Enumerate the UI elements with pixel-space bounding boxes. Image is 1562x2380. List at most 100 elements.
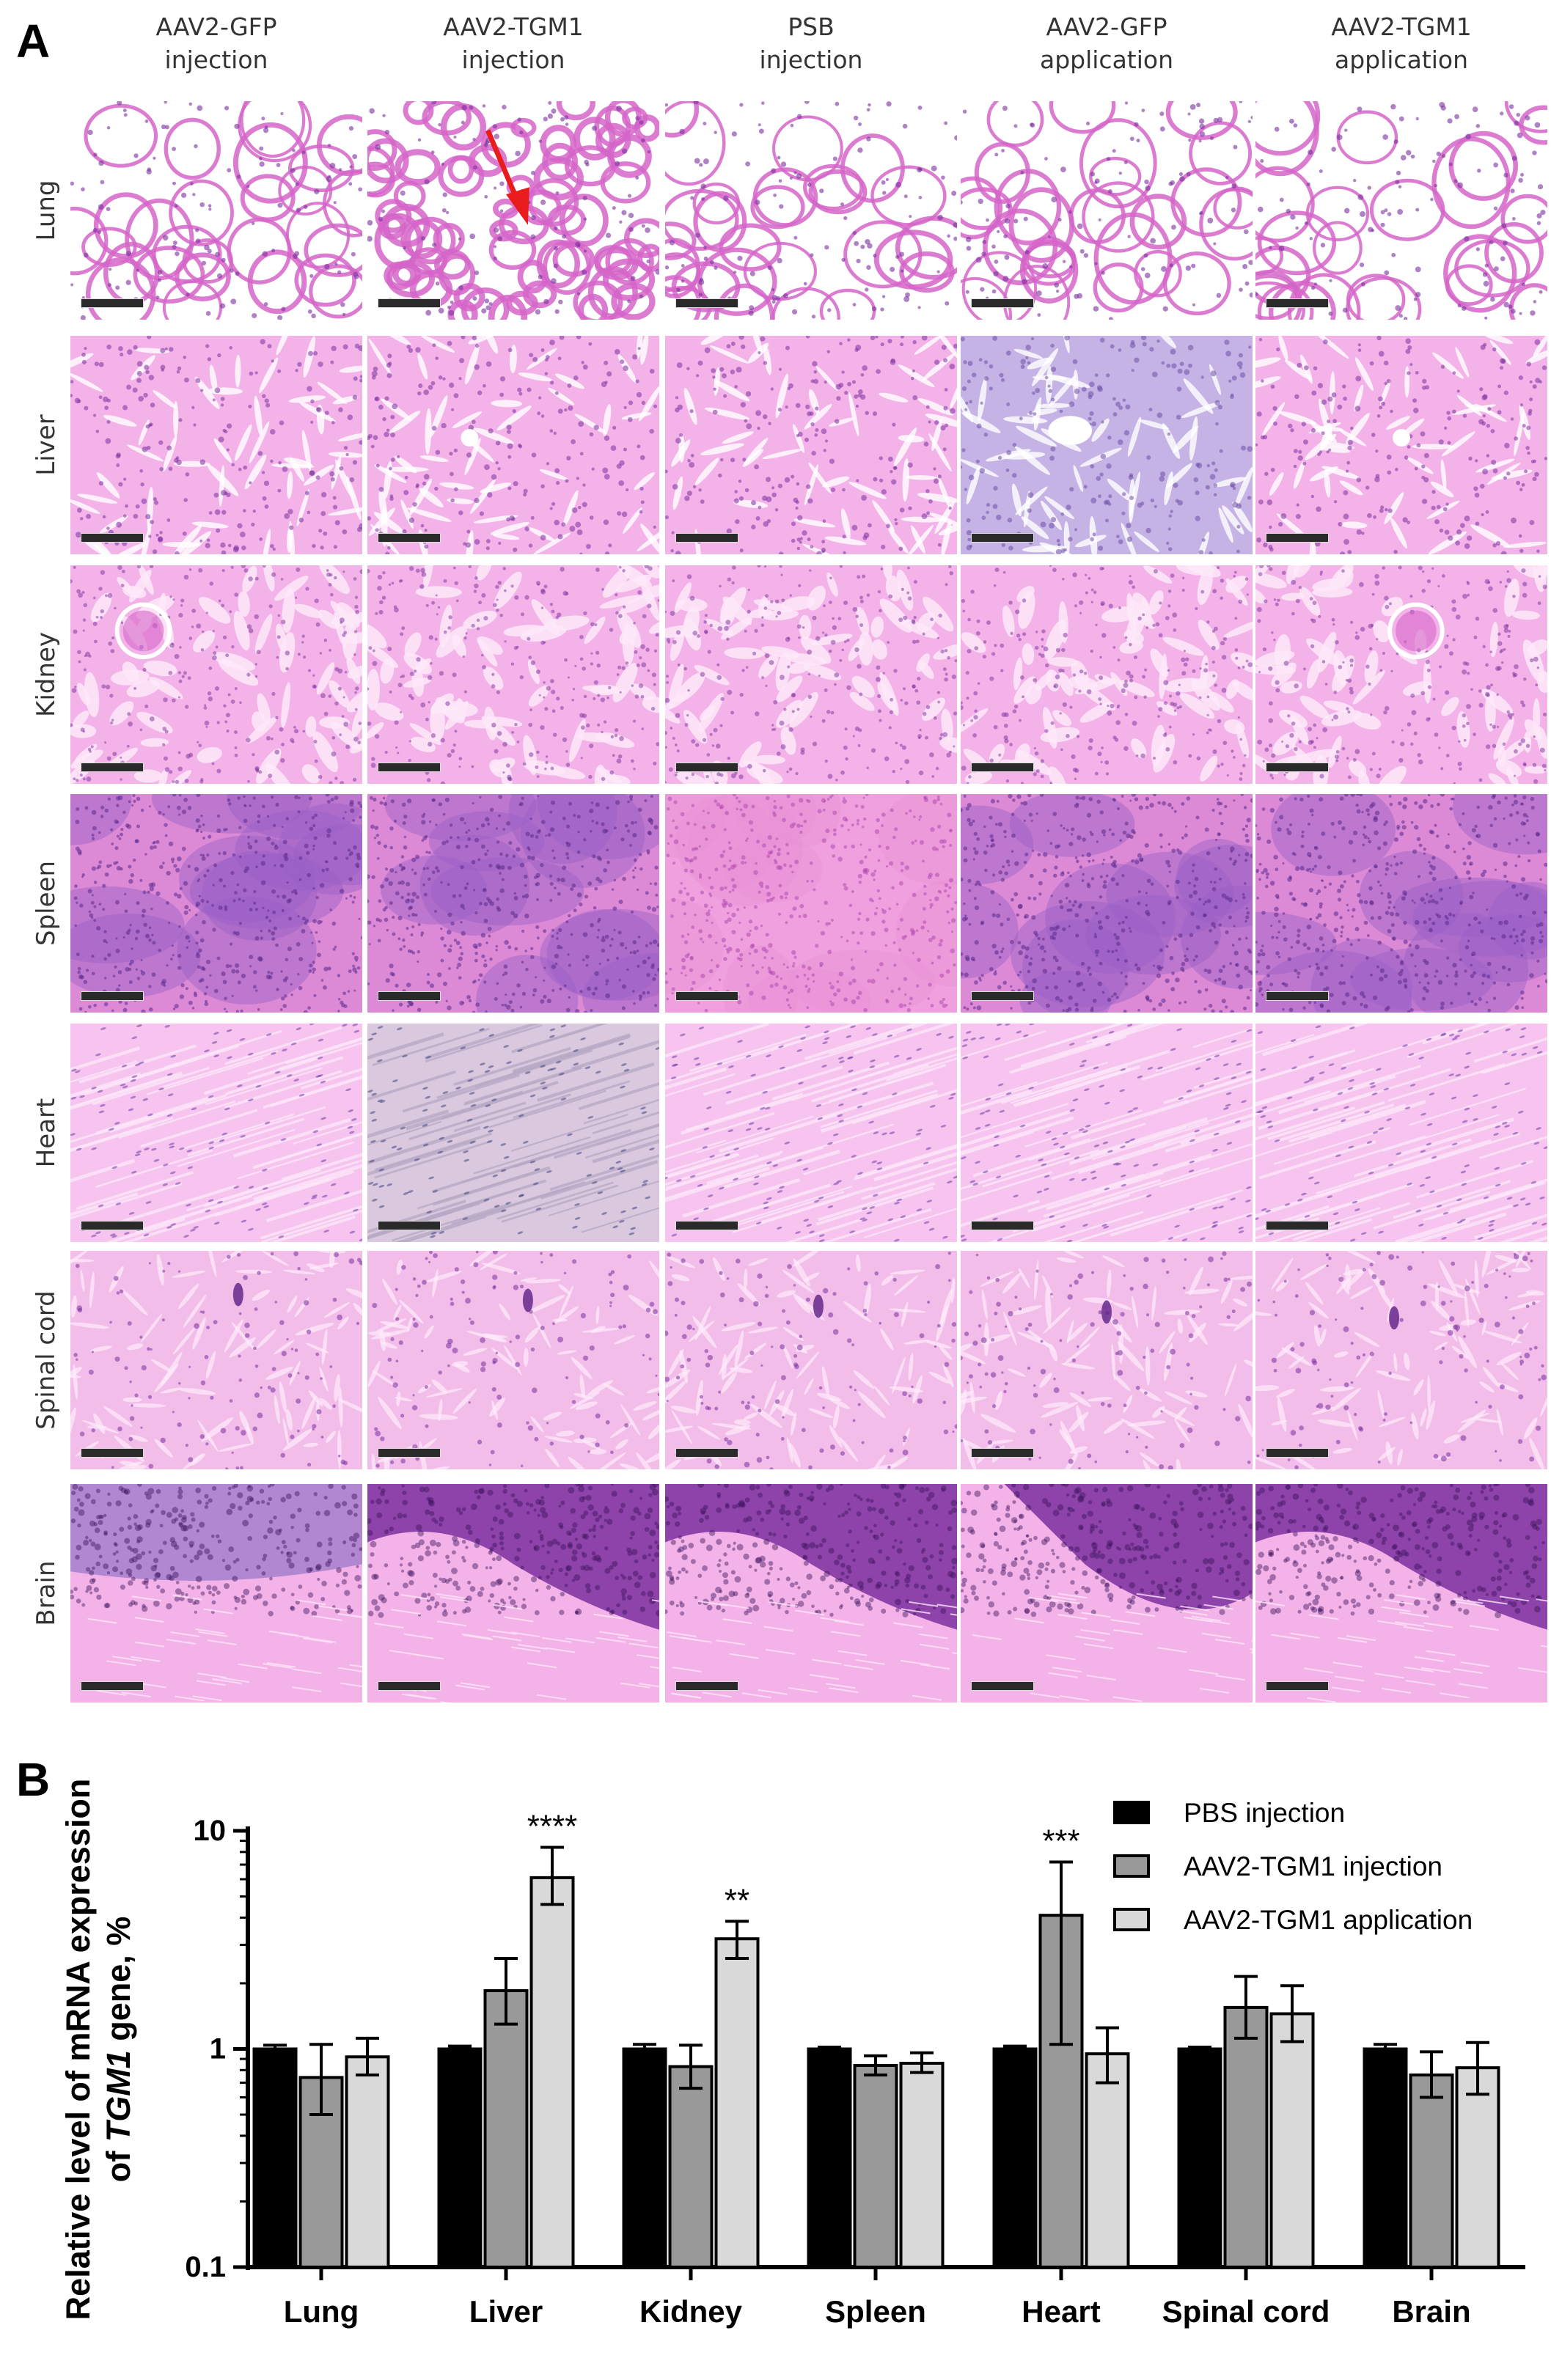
bar [899,2061,945,2269]
histology-image-texture [665,1251,957,1469]
bar [483,1989,529,2269]
scale-bar [971,991,1034,1001]
scale-bar [1266,1448,1329,1458]
bar [1223,2005,1269,2269]
scale-bar [1266,533,1329,543]
column-header-line1: AAV2-GFP [155,12,277,41]
histology-image [367,794,659,1013]
histology-image-texture [1255,336,1547,554]
y-axis-label-unit: gene, % [100,1917,137,2051]
scale-bar [378,298,441,308]
histology-image-texture [70,336,362,554]
histology-image [1255,1251,1547,1469]
histology-image-texture [961,101,1253,320]
bar [1269,2012,1315,2269]
scale-bar [675,763,738,772]
scale-bar [1266,298,1329,308]
red-arrow-annotation [485,129,529,225]
histology-image [367,1024,659,1242]
scale-bar [675,1681,738,1691]
column-header-line1: AAV2-TGM1 [1331,12,1472,41]
x-tick-label: Lung [284,2294,359,2329]
significance-marker: *** [1042,1823,1079,1859]
bar [668,2065,714,2269]
y-axis-label-line1: Relative level of mRNA expression [59,1779,97,2321]
histology-image [665,1024,957,1242]
histology-image-texture [70,1024,362,1242]
scale-bar [378,763,441,772]
histology-image [665,101,957,320]
bar [252,2047,298,2269]
histology-image-texture [665,101,957,320]
scale-bar [378,1448,441,1458]
x-tick-label: Kidney [639,2294,743,2329]
scale-bar [675,298,738,308]
x-tick-label: Liver [469,2294,543,2329]
scale-bar [675,991,738,1001]
y-axis-label-gene: TGM1 [100,2050,137,2142]
bar [853,2064,898,2269]
histology-image [961,101,1253,320]
bar [345,2055,390,2269]
histology-image-texture [70,1484,362,1703]
histology-image [961,794,1253,1013]
histology-image [1255,1484,1547,1703]
scale-bar [1266,1221,1329,1230]
scale-bar [81,1448,144,1458]
scale-bar [971,298,1034,308]
histology-image [961,1024,1253,1242]
histology-image [70,1251,362,1469]
histology-image-texture [367,794,659,1013]
histology-image [367,565,659,784]
legend-swatch [1113,1908,1150,1931]
row-label: Brain [32,1560,61,1626]
histology-image [70,101,362,320]
histology-image-texture [367,1484,659,1703]
scale-bar [971,1681,1034,1691]
y-tick-label: 10 [194,1815,227,1847]
bar [807,2047,852,2269]
histology-image-texture [961,1251,1253,1469]
significance-marker: **** [527,1809,578,1845]
histology-image-texture [1255,794,1547,1013]
scale-bar [675,533,738,543]
column-header-line2: injection [164,45,268,74]
scale-bar [675,1448,738,1458]
bar [437,2047,483,2269]
histology-image [70,794,362,1013]
scale-bar [378,1221,441,1230]
histology-image [70,1484,362,1703]
histology-image [70,1024,362,1242]
bar [714,1937,760,2269]
histology-image-texture [1255,1024,1547,1242]
scale-bar [378,533,441,543]
histology-image-texture [961,1024,1253,1242]
histology-image [1255,101,1547,320]
bar [1363,2047,1408,2269]
legend-label: PBS injection [1184,1798,1345,1828]
y-axis-label-of: of [100,2142,137,2182]
row-label: Spinal cord [32,1290,61,1430]
scale-bar [81,1221,144,1230]
column-header-line2: injection [461,45,565,74]
histology-image-texture [70,101,362,320]
row-label: Lung [32,180,61,241]
row-label: Liver [32,414,61,476]
histology-image-texture [1255,101,1547,320]
row-label: Spleen [32,861,61,946]
legend-swatch [1113,1854,1150,1878]
histology-image [1255,1024,1547,1242]
histology-image-texture [961,336,1253,554]
histology-image [367,1484,659,1703]
scale-bar [675,1221,738,1230]
column-header: PSB injection [661,10,961,76]
histology-image [665,336,957,554]
y-axis-label-line2: of TGM1 gene, % [100,1917,137,2183]
panel-a-label: A [16,15,51,67]
scale-bar [1266,763,1329,772]
bar [1409,2073,1454,2269]
histology-image-texture [367,336,659,554]
histology-image-texture [367,1251,659,1469]
bar [622,2047,667,2269]
column-header: AAV2-GFP injection [66,10,367,76]
